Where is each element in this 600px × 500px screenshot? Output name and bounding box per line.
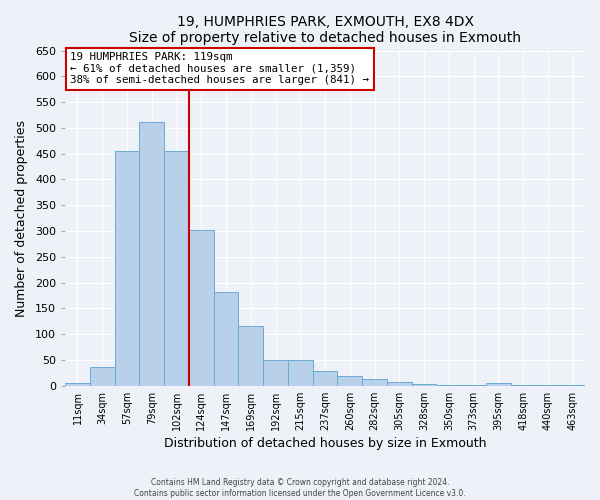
Bar — [238, 326, 263, 386]
X-axis label: Distribution of detached houses by size in Exmouth: Distribution of detached houses by size … — [164, 437, 486, 450]
Bar — [560, 385, 585, 386]
Bar — [164, 150, 189, 386]
Bar — [313, 371, 337, 386]
Bar — [90, 367, 115, 386]
Bar — [65, 383, 90, 386]
Bar — [189, 230, 214, 386]
Bar — [115, 150, 139, 386]
Bar — [486, 383, 511, 386]
Title: 19, HUMPHRIES PARK, EXMOUTH, EX8 4DX
Size of property relative to detached house: 19, HUMPHRIES PARK, EXMOUTH, EX8 4DX Siz… — [129, 15, 521, 45]
Bar — [337, 376, 362, 386]
Bar — [362, 378, 387, 386]
Y-axis label: Number of detached properties: Number of detached properties — [15, 120, 28, 316]
Bar — [263, 360, 288, 386]
Text: Contains HM Land Registry data © Crown copyright and database right 2024.
Contai: Contains HM Land Registry data © Crown c… — [134, 478, 466, 498]
Bar — [139, 122, 164, 386]
Bar — [288, 360, 313, 386]
Bar — [214, 292, 238, 386]
Text: 19 HUMPHRIES PARK: 119sqm
← 61% of detached houses are smaller (1,359)
38% of se: 19 HUMPHRIES PARK: 119sqm ← 61% of detac… — [70, 52, 369, 86]
Bar — [412, 384, 436, 386]
Bar — [387, 382, 412, 386]
